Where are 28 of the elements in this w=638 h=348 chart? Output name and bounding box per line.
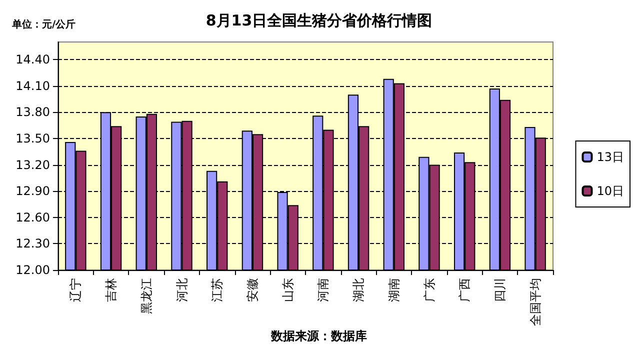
x-tick-label: 河南 bbox=[316, 278, 330, 302]
y-tick-label: 12.60 bbox=[16, 210, 50, 224]
x-tick-label: 安徽 bbox=[245, 278, 260, 302]
x-tick-label: 全国平均 bbox=[528, 278, 542, 326]
source-note: 数据来源：数据库 bbox=[270, 329, 367, 343]
y-tick-label: 14.40 bbox=[16, 52, 50, 67]
chart-title: 8月13日全国生猪分省价格行情图 bbox=[206, 12, 432, 30]
y-tick-label: 13.20 bbox=[16, 158, 50, 172]
x-tick-label: 江苏 bbox=[210, 278, 224, 302]
y-axis-title: 单位：元/公斤 bbox=[11, 18, 76, 30]
x-tick-label: 辽宁 bbox=[68, 278, 83, 302]
x-tick-label: 四川 bbox=[492, 278, 507, 302]
x-tick-label: 湖南 bbox=[386, 278, 401, 302]
y-tick-label: 13.80 bbox=[16, 105, 50, 120]
y-tick-label: 14.10 bbox=[16, 78, 50, 93]
x-tick-label: 广西 bbox=[458, 278, 472, 302]
y-tick-label: 13.50 bbox=[16, 131, 50, 146]
y-tick-label: 12.00 bbox=[16, 263, 50, 277]
y-tick-label: 12.90 bbox=[16, 184, 50, 198]
x-tick-label: 黑龙江 bbox=[139, 278, 154, 314]
legend-label: 13日 bbox=[596, 150, 624, 164]
x-tick-label: 山东 bbox=[280, 278, 295, 302]
x-tick-label: 湖北 bbox=[352, 278, 366, 302]
y-tick-label: 12.30 bbox=[16, 236, 50, 251]
x-tick-label: 广东 bbox=[422, 278, 436, 302]
legend-label: 10日 bbox=[596, 184, 624, 198]
x-tick-label: 河北 bbox=[174, 278, 189, 302]
x-tick-label: 吉林 bbox=[104, 278, 118, 302]
